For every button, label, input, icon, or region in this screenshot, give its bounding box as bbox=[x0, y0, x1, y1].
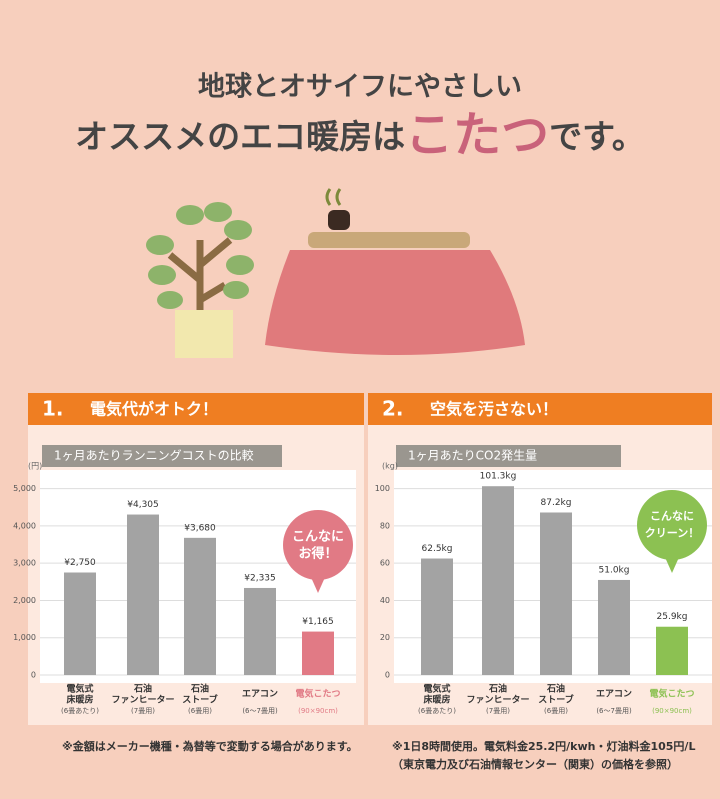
bar bbox=[184, 537, 216, 675]
category-note: (6畳用) bbox=[544, 707, 568, 715]
x-tick-label: 電気こたつ bbox=[649, 688, 694, 700]
footnote: ※金額はメーカー機種・為替等で変動する場合があります。 bbox=[62, 739, 358, 753]
y-tick-label: 5,000 bbox=[13, 484, 36, 493]
value-label: 51.0kg bbox=[599, 565, 630, 575]
value-label: ¥1,165 bbox=[302, 617, 334, 627]
y-tick-label: 0 bbox=[385, 671, 390, 680]
y-tick-label: 60 bbox=[380, 559, 390, 568]
y-tick-label: 100 bbox=[375, 484, 390, 493]
category-note: (90×90cm) bbox=[652, 707, 692, 715]
section-title: 空気を汚さない！ bbox=[430, 400, 558, 419]
value-label: 62.5kg bbox=[422, 544, 453, 554]
unit-label: (円) bbox=[28, 462, 42, 471]
headline-highlight: こたつ bbox=[405, 107, 549, 163]
x-tick-label: 石油ストーブ bbox=[538, 682, 573, 705]
x-tick-label: 石油ストーブ bbox=[182, 682, 217, 705]
chart-title: 1ヶ月あたりランニングコストの比較 bbox=[54, 448, 254, 463]
section-number: 1. bbox=[42, 397, 64, 421]
bar bbox=[482, 486, 514, 675]
headline-2a: オススメのエコ暖房は bbox=[75, 117, 405, 156]
y-tick-label: 0 bbox=[31, 671, 36, 680]
plant-illustration bbox=[146, 202, 254, 358]
bar bbox=[421, 558, 453, 675]
value-label: 87.2kg bbox=[541, 498, 572, 508]
chart-title-bg bbox=[396, 445, 621, 467]
category-note: (7畳用) bbox=[131, 707, 155, 715]
section-number: 2. bbox=[382, 397, 404, 421]
callout-text: こんなにお得！ bbox=[292, 529, 344, 561]
y-tick-label: 20 bbox=[380, 633, 390, 642]
callout-bubble bbox=[637, 490, 707, 560]
value-label: ¥3,680 bbox=[184, 523, 216, 533]
footnote: ※1日8時間使用。電気料金25.2円/kwh・灯油料金105円/L bbox=[392, 739, 695, 753]
footnote: （東京電力及び石油情報センター（関東）の価格を参照） bbox=[392, 757, 678, 771]
bar bbox=[127, 514, 159, 675]
x-tick-label: 電気式床暖房 bbox=[423, 682, 450, 705]
y-tick-label: 40 bbox=[380, 596, 390, 605]
category-note: (6〜7畳用) bbox=[596, 707, 632, 715]
y-tick-label: 4,000 bbox=[13, 521, 36, 530]
callout-text: こんなにクリーン！ bbox=[645, 510, 699, 540]
value-label: 101.3kg bbox=[480, 472, 517, 482]
value-label: ¥4,305 bbox=[127, 500, 159, 510]
category-note: (6畳用) bbox=[188, 707, 212, 715]
section-bar bbox=[28, 393, 364, 425]
bar bbox=[598, 579, 630, 675]
category-note: (6〜7畳用) bbox=[242, 707, 278, 715]
chart-title-bg bbox=[42, 445, 282, 467]
x-tick-label: 石油ファンヒーター bbox=[466, 682, 529, 705]
bar bbox=[540, 512, 572, 675]
x-tick-label: エアコン bbox=[596, 689, 632, 700]
chart-title: 1ヶ月あたりCO2発生量 bbox=[408, 449, 537, 463]
y-tick-label: 1,000 bbox=[13, 633, 36, 642]
bar bbox=[244, 587, 276, 675]
headline-2b: です。 bbox=[549, 117, 645, 156]
bar bbox=[64, 572, 96, 675]
callout-bubble bbox=[283, 510, 353, 580]
value-label: ¥2,335 bbox=[244, 573, 276, 583]
value-label: ¥2,750 bbox=[64, 558, 96, 568]
section-title: 電気代がオトク！ bbox=[90, 400, 218, 419]
bar bbox=[302, 631, 334, 675]
category-note: (6畳あたり) bbox=[61, 707, 99, 715]
section-bar bbox=[368, 393, 712, 425]
category-note: (7畳用) bbox=[486, 707, 510, 715]
y-tick-label: 80 bbox=[380, 521, 390, 530]
y-tick-label: 3,000 bbox=[13, 559, 36, 568]
x-tick-label: エアコン bbox=[242, 689, 278, 700]
unit-label: (kg) bbox=[382, 462, 398, 471]
kotatsu-illustration bbox=[265, 188, 525, 355]
x-tick-label: 電気式床暖房 bbox=[66, 682, 93, 705]
value-label: 25.9kg bbox=[657, 612, 688, 622]
bar bbox=[656, 626, 688, 675]
y-tick-label: 2,000 bbox=[13, 596, 36, 605]
x-tick-label: 石油ファンヒーター bbox=[111, 682, 174, 705]
category-note: (6畳あたり) bbox=[418, 707, 456, 715]
headline-2: オススメのエコ暖房はこたつです。 bbox=[75, 107, 645, 163]
category-note: (90×90cm) bbox=[298, 707, 338, 715]
x-tick-label: 電気こたつ bbox=[295, 688, 340, 700]
headline-1: 地球とオサイフにやさしい bbox=[198, 72, 522, 103]
